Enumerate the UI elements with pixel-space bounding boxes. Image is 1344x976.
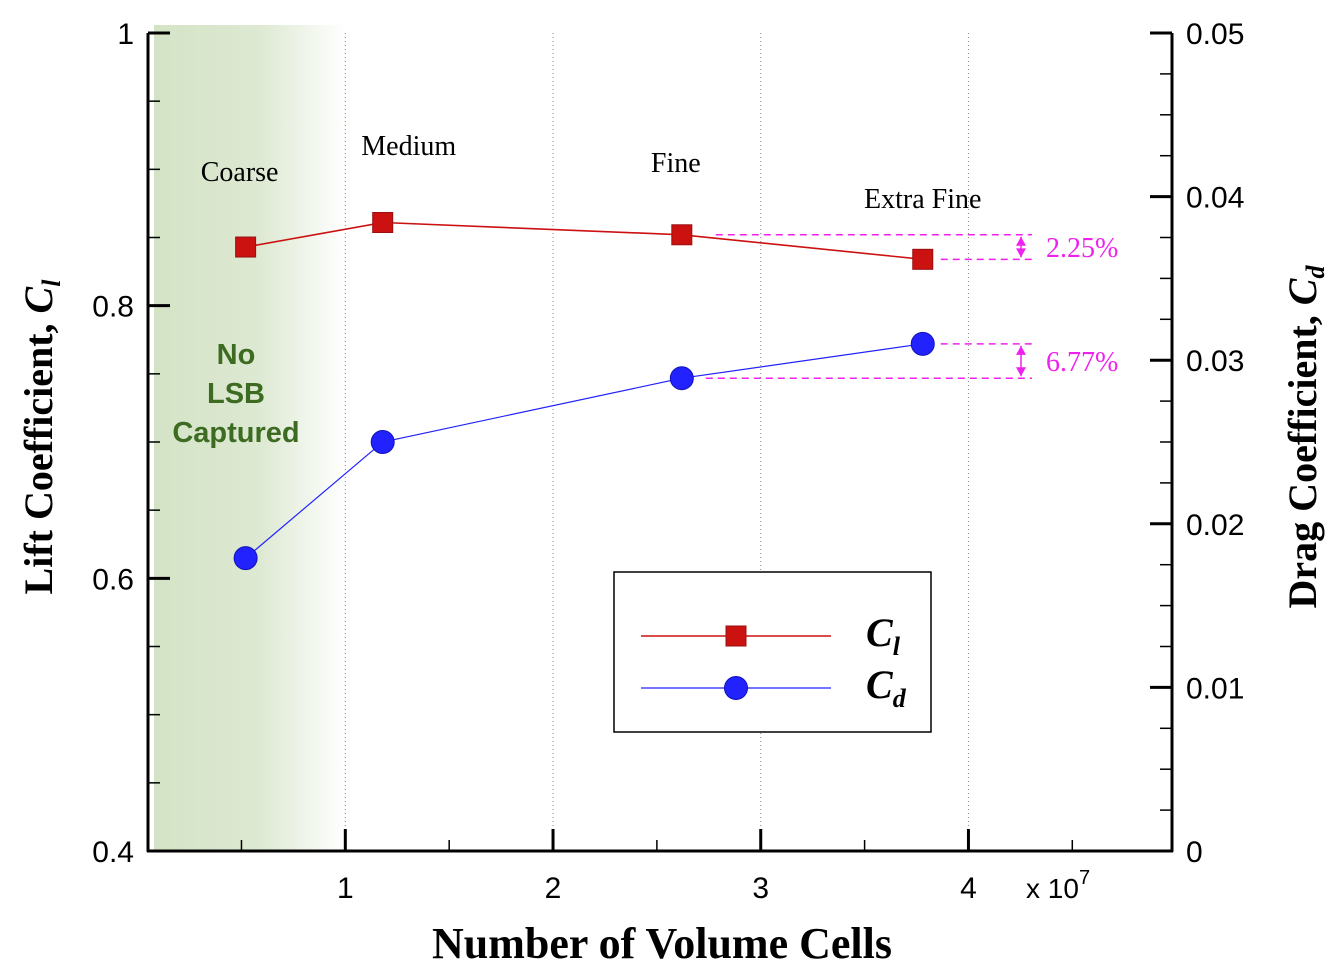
left-tick-labels: 0.4 0.6 0.8 1 — [92, 18, 134, 869]
legend-label-cl: Cl — [866, 610, 901, 661]
legend-marker-cd — [724, 676, 748, 700]
series-layer — [233, 212, 935, 571]
right-tick-label: 0.03 — [1186, 345, 1244, 378]
x-multiplier-base: x 10 — [1026, 873, 1079, 904]
left-axis-title-sub: l — [37, 279, 66, 287]
annotation-arrow-head — [1016, 367, 1026, 377]
legend-box — [613, 571, 932, 733]
data-point-cl — [372, 212, 394, 234]
mesh-label: Coarse — [201, 157, 279, 188]
data-point-cl — [912, 248, 934, 270]
data-point-cl — [235, 236, 257, 258]
data-point-cd — [669, 366, 694, 391]
right-tick-labels: 0 0.01 0.02 0.03 0.04 0.05 — [1186, 18, 1244, 869]
right-tick-label: 0.02 — [1186, 509, 1244, 542]
data-point-cd — [233, 546, 258, 571]
mesh-label: Extra Fine — [864, 184, 981, 215]
legend-label-sub: l — [893, 632, 901, 661]
data-point-cd — [910, 331, 935, 356]
right-axis-title-symbol: C — [1280, 277, 1325, 305]
legend-label-symbol: C — [866, 610, 894, 655]
no-lsb-label-line: No — [217, 339, 256, 371]
mesh-labels: Coarse Medium Fine Extra Fine — [201, 131, 982, 215]
mesh-label: Fine — [651, 148, 701, 179]
annotation-arrow-head — [1016, 236, 1026, 246]
legend-marker-cl — [725, 625, 747, 647]
no-lsb-label-line: LSB — [207, 378, 265, 410]
right-axis-title-sub: d — [1301, 265, 1330, 279]
x-tick-label: 3 — [752, 872, 769, 905]
left-axis-title-symbol: C — [16, 285, 61, 313]
right-tick-label: 0 — [1186, 836, 1203, 869]
grid-lines — [344, 33, 969, 851]
x-tick-label: 2 — [545, 872, 562, 905]
x-tick-labels: 1 2 3 4 — [337, 872, 977, 905]
annotation-label: 2.25% — [1046, 233, 1118, 264]
annotation-arrow-head — [1016, 248, 1026, 258]
left-axis-title: Lift Coefficient, Cl — [16, 279, 66, 595]
x-tick-label: 4 — [960, 872, 977, 905]
x-multiplier-exponent: 7 — [1079, 867, 1090, 889]
data-point-cd — [370, 430, 395, 454]
right-tick-label: 0.04 — [1186, 182, 1244, 215]
annotation-arrow-head — [1016, 345, 1026, 355]
left-axis-title-text: Lift Coefficient, — [16, 313, 61, 594]
x-tick-label: 1 — [337, 872, 354, 905]
axis-ticks — [148, 31, 1172, 853]
right-tick-label: 0.05 — [1186, 18, 1244, 51]
x-axis-title: Number of Volume Cells — [432, 919, 892, 968]
right-axis-title: Drag Coefficient, Cd — [1280, 265, 1330, 609]
no-lsb-region — [154, 25, 346, 851]
series-line-cl — [245, 221, 923, 261]
mesh-label: Medium — [361, 131, 456, 162]
right-axis-title-text: Drag Coefficient, — [1280, 305, 1325, 608]
right-tick-label: 0.01 — [1186, 672, 1244, 705]
annotations: 2.25% 6.77% — [705, 233, 1118, 379]
legend-label-sub: d — [893, 684, 907, 713]
annotation-label: 6.77% — [1046, 347, 1118, 378]
legend-label-cd: Cd — [866, 662, 907, 713]
no-lsb-label-line: Captured — [172, 417, 299, 449]
data-point-cl — [671, 224, 693, 246]
no-lsb-label: No LSB Captured — [172, 339, 299, 449]
legend-label-symbol: C — [866, 662, 894, 707]
x-multiplier: x 107 — [1026, 867, 1090, 904]
left-tick-label: 0.4 — [92, 836, 134, 869]
left-tick-label: 1 — [117, 18, 134, 51]
left-tick-label: 0.8 — [92, 291, 134, 324]
series-line-cd — [245, 343, 923, 559]
left-tick-label: 0.6 — [92, 563, 134, 596]
